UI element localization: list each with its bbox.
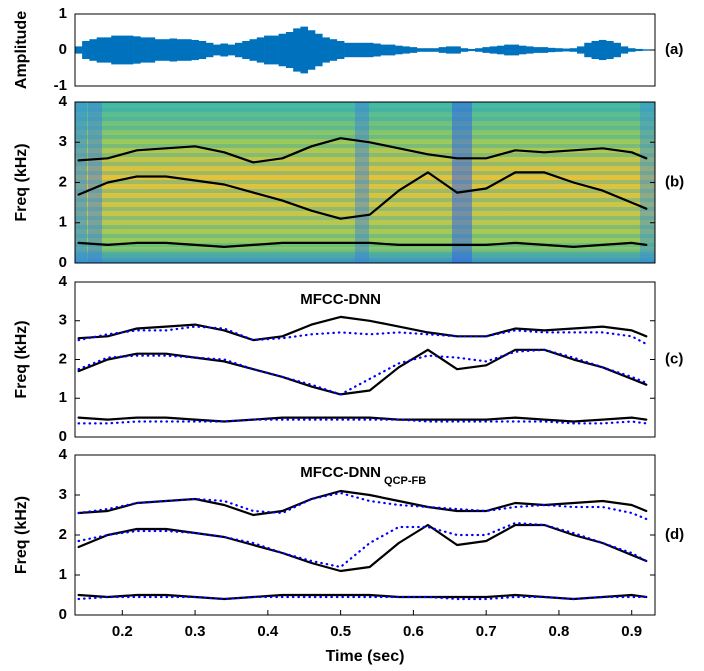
- y-tick-label: 2: [59, 350, 67, 367]
- predicted-formant-line: [77, 418, 648, 425]
- y-tick-label: 1: [59, 214, 67, 231]
- formant-line: [77, 315, 648, 342]
- y-tick-label: 1: [59, 5, 67, 22]
- x-tick-label: 0.5: [330, 623, 351, 640]
- predicted-formant-line: [77, 348, 648, 396]
- panel-label: (a): [665, 41, 683, 58]
- axes-frame: [74, 101, 656, 264]
- formant-line: [77, 523, 648, 573]
- x-axis-title: Time (sec): [326, 648, 405, 665]
- y-axis-title: Amplitude: [13, 11, 30, 89]
- formant-line: [77, 489, 648, 517]
- y-tick-label: 2: [59, 526, 67, 543]
- y-axis-title: Freq (kHz): [13, 143, 30, 221]
- x-tick-label: 0.8: [549, 623, 570, 640]
- y-tick-label: -1: [54, 77, 67, 94]
- x-tick-label: 0.9: [621, 623, 642, 640]
- x-tick-label: 0.6: [403, 623, 424, 640]
- formant-line: [77, 137, 648, 164]
- x-tick-label: 0.7: [476, 623, 497, 640]
- panel-title-subscript: QCP-FB: [384, 475, 426, 487]
- y-tick-label: 3: [59, 312, 67, 329]
- panel: 0 1 2 3 4 Freq (kHz) (b): [13, 93, 684, 271]
- y-tick-label: 3: [59, 486, 67, 503]
- axes-frame: [74, 13, 656, 87]
- panel-label: (c): [665, 350, 683, 367]
- y-tick-label: 1: [59, 389, 67, 406]
- panel: -1 0 1 Amplitude (a): [13, 5, 683, 94]
- panel: 0 1 2 3 4 0.2 0.3 0.4 0.5 0.6 0.7 0.8 0.9 Time (sec) F…: [13, 446, 684, 665]
- y-tick-label: 0: [59, 606, 67, 623]
- predicted-formant-line: [77, 521, 648, 569]
- y-tick-label: 4: [59, 93, 68, 110]
- predicted-formant-line: [77, 491, 648, 521]
- formant-line: [77, 171, 648, 220]
- y-tick-label: 2: [59, 173, 67, 190]
- x-tick-label: 0.2: [112, 623, 133, 640]
- x-tick-label: 0.3: [185, 623, 206, 640]
- panel-title: MFCC-DNN: [300, 291, 381, 308]
- panel-label: (b): [665, 173, 684, 190]
- y-tick-label: 4: [59, 273, 68, 290]
- y-tick-label: 0: [59, 41, 67, 58]
- y-tick-label: 0: [59, 254, 67, 271]
- formant-line: [77, 416, 648, 423]
- y-tick-label: 3: [59, 133, 67, 150]
- spectrogram-background: [75, 102, 655, 263]
- formant-line: [77, 241, 648, 248]
- y-tick-label: 0: [59, 428, 67, 445]
- y-tick-label: 1: [59, 566, 67, 583]
- y-axis-title: Freq (kHz): [13, 496, 30, 574]
- y-tick-label: 4: [59, 446, 68, 463]
- y-axis-title: Freq (kHz): [13, 320, 30, 398]
- panel-title: MFCC-DNN: [300, 464, 381, 481]
- panel-label: (d): [665, 526, 684, 543]
- formant-line: [77, 348, 648, 396]
- predicted-formant-line: [77, 595, 648, 601]
- panel: 0 1 2 3 4 Freq (kHz) (c) MFCC-DNN: [13, 273, 683, 445]
- axes-frame: [74, 281, 656, 438]
- x-tick-label: 0.4: [257, 623, 279, 640]
- predicted-formant-line: [77, 325, 648, 346]
- axes-frame: [74, 454, 656, 616]
